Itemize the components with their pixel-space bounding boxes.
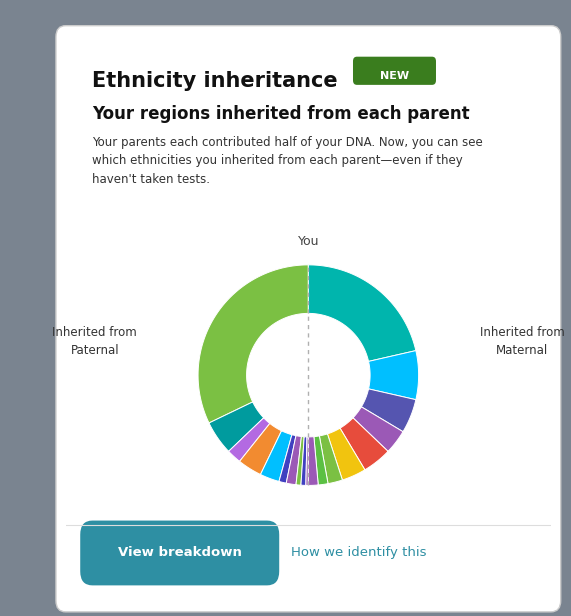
Text: Ethnicity inheritance: Ethnicity inheritance [93, 71, 338, 91]
Polygon shape [198, 265, 308, 423]
Polygon shape [308, 265, 416, 362]
Polygon shape [301, 437, 307, 485]
Polygon shape [286, 436, 301, 485]
Text: Inherited from
Paternal: Inherited from Paternal [53, 326, 137, 357]
Text: Your regions inherited from each parent: Your regions inherited from each parent [93, 105, 470, 123]
Polygon shape [368, 351, 419, 400]
Polygon shape [260, 431, 292, 482]
FancyBboxPatch shape [80, 521, 279, 585]
FancyBboxPatch shape [56, 26, 561, 612]
Text: NEW: NEW [380, 71, 409, 81]
Polygon shape [306, 437, 308, 485]
Text: Inherited from
Maternal: Inherited from Maternal [480, 326, 564, 357]
Polygon shape [361, 389, 416, 432]
Polygon shape [353, 407, 403, 452]
Text: You: You [297, 235, 319, 248]
Polygon shape [279, 435, 296, 483]
Polygon shape [314, 436, 328, 485]
Text: View breakdown: View breakdown [118, 546, 242, 559]
Polygon shape [296, 437, 304, 485]
Polygon shape [319, 434, 343, 484]
Polygon shape [240, 423, 282, 474]
Polygon shape [209, 402, 264, 452]
Text: How we identify this: How we identify this [291, 546, 427, 559]
Polygon shape [327, 428, 365, 480]
FancyBboxPatch shape [353, 57, 436, 85]
Polygon shape [308, 437, 318, 485]
Text: Your parents each contributed half of your DNA. Now, you can see
which ethniciti: Your parents each contributed half of yo… [93, 136, 483, 185]
Polygon shape [340, 418, 388, 470]
Polygon shape [228, 418, 270, 461]
